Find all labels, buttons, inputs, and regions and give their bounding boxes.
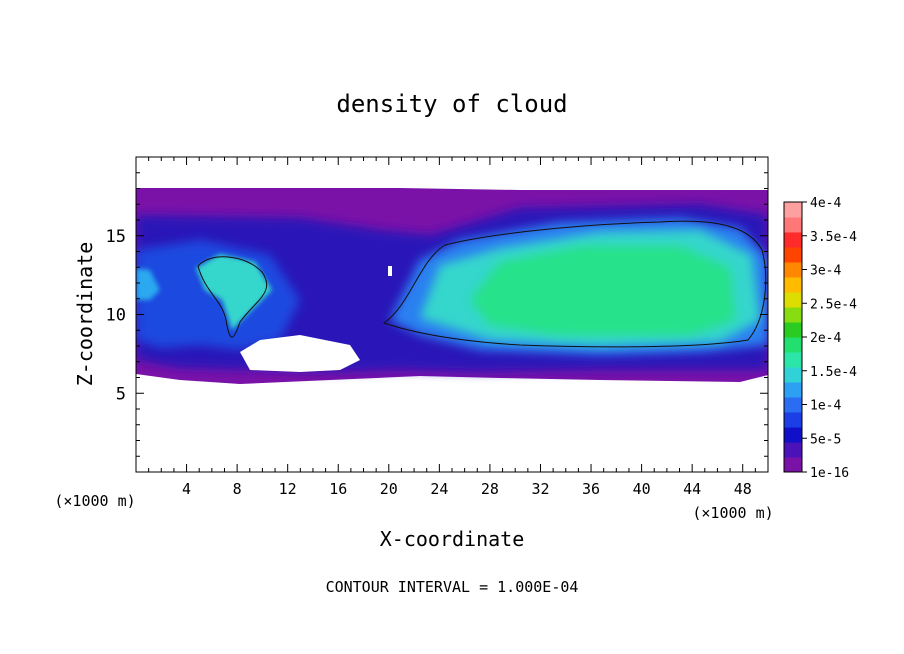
colorbar-label: 2.5e-4 [810,297,857,312]
x-tick-label: 36 [582,480,600,498]
colorbar-label: 2e-4 [810,331,841,346]
colorbar-swatch [784,412,802,428]
contour-line [382,220,767,348]
y-axis-ticks: 5 10 15 [106,172,768,457]
colorbar-swatch [784,442,802,458]
x-axis-ticks: 4 8 12 16 20 24 28 32 36 40 44 48 [148,157,756,498]
x-tick-label: 48 [734,480,752,498]
colorbar-swatch [784,457,802,473]
x-tick-label: 44 [683,480,701,498]
colorbar-label: 3.5e-4 [810,230,857,245]
colorbar-swatch [784,397,802,413]
colorbar-label: 1.5e-4 [810,365,857,380]
colorbar-swatch [784,247,802,263]
chart-title: density of cloud [336,90,567,118]
x-unit-right: (×1000 m) [692,504,773,522]
x-axis-label: X-coordinate [380,527,525,551]
colorbar-swatch [784,352,802,368]
x-tick-label: 4 [182,480,191,498]
x-tick-label: 32 [531,480,549,498]
x-tick-label: 12 [279,480,297,498]
colorbar-swatch [784,337,802,353]
colorbar-swatch [784,262,802,278]
heatmap-field [136,188,768,384]
x-tick-label: 8 [233,480,242,498]
colorbar-label: 1e-16 [810,466,849,481]
colorbar-label: 4e-4 [810,196,841,211]
colorbar-swatch [784,202,802,218]
colorbar-swatch [784,382,802,398]
y-tick-label: 5 [116,384,126,404]
colorbar-labels: 1e-16 5e-5 1e-4 1.5e-4 2e-4 2.5e-4 3e-4 3.5e-4 4… [802,196,857,481]
colorbar [783,201,803,473]
colorbar-label: 5e-5 [810,432,841,447]
x-tick-label: 24 [430,480,448,498]
colorbar-label: 3e-4 [810,264,841,279]
colorbar-swatch [784,292,802,308]
y-tick-label: 10 [106,306,126,326]
contour-line-left [197,256,268,338]
colorbar-swatch [784,307,802,323]
y-axis-label: Z-coordinate [73,242,97,387]
x-unit-left: (×1000 m) [54,492,135,510]
colorbar-swatch [784,217,802,233]
y-tick-label: 15 [106,227,126,247]
x-tick-label: 20 [380,480,398,498]
colorbar-swatch [784,232,802,248]
x-tick-label: 16 [329,480,347,498]
colorbar-swatch [784,427,802,443]
colorbar-swatch [784,322,802,338]
colorbar-swatch [784,367,802,383]
colorbar-swatch [784,277,802,293]
x-tick-label: 28 [481,480,499,498]
contour-interval-footer: CONTOUR INTERVAL = 1.000E-04 [326,578,579,596]
x-tick-label: 40 [633,480,651,498]
colorbar-label: 1e-4 [810,399,841,414]
